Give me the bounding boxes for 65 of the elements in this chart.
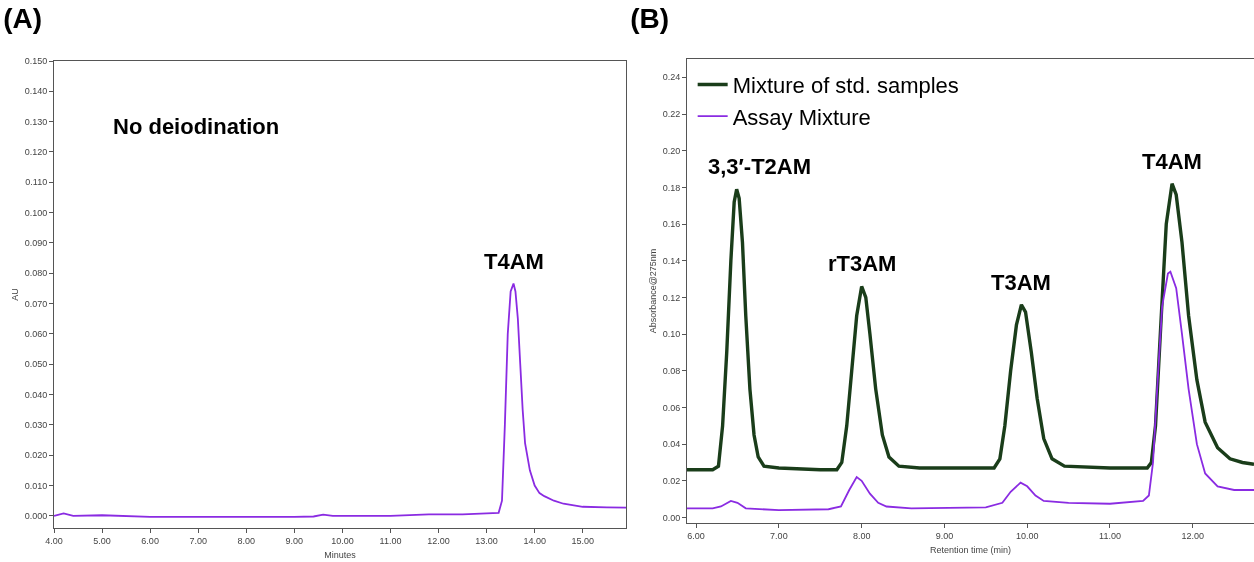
annotation: No deiodination — [113, 114, 280, 139]
y-tick-label: 0.16 — [662, 219, 681, 230]
x-tick-label: 10.00 — [1015, 530, 1039, 541]
y-tick-label: 0.10 — [662, 329, 681, 340]
y-tick-label: 0.060 — [24, 329, 48, 340]
annotation: T4AM — [484, 249, 544, 274]
y-tick-label: 0.00 — [662, 512, 681, 523]
x-tick-label: 12.00 — [427, 535, 450, 546]
y-tick-label: 0.030 — [24, 420, 48, 431]
legend-label: Mixture of std. samples — [732, 73, 959, 99]
x-tick-label: 14.00 — [523, 535, 546, 546]
x-tick-label: 4.00 — [45, 535, 63, 546]
y-axis-title: AU — [10, 288, 21, 301]
y-tick-label: 0.080 — [24, 268, 48, 279]
x-tick-label: 8.00 — [237, 535, 256, 546]
x-tick-label: 6.00 — [687, 530, 705, 541]
y-tick-label: 0.20 — [662, 145, 681, 156]
y-tick-label: 0.070 — [24, 298, 48, 309]
y-tick-label: 0.130 — [24, 116, 48, 127]
y-tick-label: 0.18 — [662, 182, 681, 193]
x-tick-label: 7.00 — [770, 530, 788, 541]
x-tick-label: 8.00 — [852, 530, 871, 541]
chart-title: (A) — [3, 3, 43, 35]
y-tick-label: 0.100 — [24, 207, 48, 218]
annotation: T4AM — [1142, 149, 1202, 174]
y-tick-label: 0.040 — [24, 389, 48, 400]
y-tick-label: 0.000 — [24, 511, 48, 522]
x-tick-label: 9.00 — [935, 530, 954, 541]
y-tick-label: 0.050 — [24, 359, 48, 370]
x-axis-title: Retention time (min) — [929, 544, 1012, 555]
line-series — [687, 182, 1254, 472]
x-tick-label: 9.00 — [285, 535, 304, 546]
y-tick-label: 0.020 — [24, 450, 48, 461]
y-tick-label: 0.08 — [662, 365, 681, 376]
x-tick-label: 11.00 — [379, 535, 402, 546]
x-tick-label: 6.00 — [141, 535, 159, 546]
y-tick-label: 0.06 — [662, 402, 681, 413]
y-axis-title: Absorbance@275nm — [648, 248, 659, 334]
y-tick-label: 0.120 — [24, 147, 48, 158]
y-tick-label: 0.12 — [662, 292, 681, 303]
legend-label: Assay Mixture — [732, 104, 871, 130]
y-tick-label: 0.14 — [662, 255, 681, 266]
y-tick-label: 0.090 — [24, 238, 48, 249]
y-tick-label: 0.140 — [24, 86, 48, 97]
line-series — [687, 270, 1254, 512]
y-tick-label: 0.22 — [662, 109, 681, 120]
x-tick-label: 15.00 — [571, 535, 595, 546]
y-tick-label: 0.24 — [662, 72, 681, 83]
x-tick-label: 12.00 — [1181, 530, 1205, 541]
y-tick-label: 0.010 — [24, 480, 48, 491]
annotation: 3,3′-T2AM — [708, 154, 812, 179]
x-tick-label: 13.00 — [475, 535, 498, 546]
annotation: T3AM — [991, 270, 1051, 295]
x-tick-label: 10.00 — [331, 535, 354, 546]
y-tick-label: 0.110 — [25, 177, 48, 188]
x-tick-label: 11.00 — [1099, 530, 1121, 541]
x-tick-label: 5.00 — [93, 535, 111, 546]
y-tick-label: 0.02 — [662, 475, 681, 486]
chart-title: (B) — [630, 3, 670, 35]
y-tick-label: 0.150 — [24, 56, 48, 67]
x-tick-label: 7.00 — [189, 535, 207, 546]
x-axis-title: Minutes — [324, 549, 357, 560]
annotation: rT3AM — [828, 251, 897, 276]
y-tick-label: 0.04 — [662, 439, 681, 450]
line-series — [54, 282, 626, 518]
